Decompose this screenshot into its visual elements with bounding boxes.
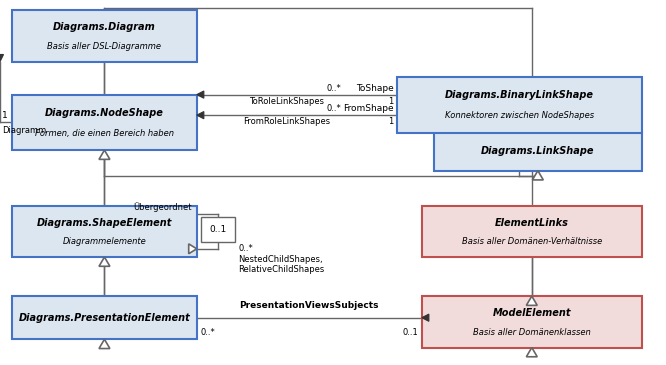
Text: 0..1: 0..1 bbox=[402, 328, 418, 337]
FancyBboxPatch shape bbox=[12, 205, 196, 257]
Text: Konnektoren zwischen NodeShapes: Konnektoren zwischen NodeShapes bbox=[445, 111, 594, 120]
Text: 0..*: 0..* bbox=[238, 244, 253, 253]
Text: PresentationViewsSubjects: PresentationViewsSubjects bbox=[240, 301, 379, 310]
FancyBboxPatch shape bbox=[422, 296, 642, 347]
Text: 0..*: 0..* bbox=[327, 84, 342, 93]
Polygon shape bbox=[188, 244, 196, 254]
Text: Übergeordnet: Übergeordnet bbox=[133, 202, 192, 212]
Text: NestedChildShapes,: NestedChildShapes, bbox=[238, 255, 323, 264]
Polygon shape bbox=[0, 54, 3, 62]
Polygon shape bbox=[526, 347, 537, 357]
Text: Basis aller Domänen-Verhältnisse: Basis aller Domänen-Verhältnisse bbox=[462, 237, 602, 246]
Polygon shape bbox=[99, 257, 110, 266]
Text: 0..*: 0..* bbox=[327, 104, 342, 113]
Text: ModelElement: ModelElement bbox=[493, 308, 571, 318]
Polygon shape bbox=[99, 150, 110, 160]
Text: 0..*: 0..* bbox=[201, 328, 216, 337]
Text: Diagrammelemente: Diagrammelemente bbox=[63, 237, 147, 246]
Text: Diagrams.PresentationElement: Diagrams.PresentationElement bbox=[19, 313, 190, 323]
Polygon shape bbox=[196, 91, 204, 98]
Text: Basis aller DSL-Diagramme: Basis aller DSL-Diagramme bbox=[47, 42, 161, 51]
FancyBboxPatch shape bbox=[12, 95, 196, 150]
Text: 0..1: 0..1 bbox=[209, 225, 226, 234]
FancyBboxPatch shape bbox=[396, 77, 642, 132]
Text: Diagrams.ShapeElement: Diagrams.ShapeElement bbox=[37, 218, 172, 228]
Text: FromShape: FromShape bbox=[343, 104, 394, 113]
Text: 1: 1 bbox=[388, 97, 394, 105]
Polygon shape bbox=[532, 171, 543, 180]
Text: Basis aller Domänenklassen: Basis aller Domänenklassen bbox=[473, 328, 591, 337]
Text: ToShape: ToShape bbox=[356, 84, 394, 93]
Text: Diagrams.NodeShape: Diagrams.NodeShape bbox=[45, 108, 164, 118]
Text: RelativeChildShapes: RelativeChildShapes bbox=[238, 265, 324, 274]
Text: Diagrams.LinkShape: Diagrams.LinkShape bbox=[481, 146, 595, 156]
Text: FromRoleLinkShapes: FromRoleLinkShapes bbox=[243, 117, 330, 126]
FancyBboxPatch shape bbox=[12, 10, 196, 62]
Polygon shape bbox=[99, 339, 110, 349]
Polygon shape bbox=[422, 314, 429, 321]
Text: Diagrams.Diagram: Diagrams.Diagram bbox=[53, 22, 156, 32]
FancyBboxPatch shape bbox=[422, 205, 642, 257]
FancyBboxPatch shape bbox=[12, 296, 196, 339]
Text: ElementLinks: ElementLinks bbox=[495, 218, 569, 228]
Text: 1: 1 bbox=[388, 117, 394, 126]
Text: Diagramm: Diagramm bbox=[2, 126, 46, 135]
Text: Diagrams.BinaryLinkShape: Diagrams.BinaryLinkShape bbox=[445, 91, 593, 100]
Polygon shape bbox=[526, 296, 537, 306]
FancyBboxPatch shape bbox=[434, 132, 642, 171]
FancyBboxPatch shape bbox=[201, 217, 235, 242]
Text: 1: 1 bbox=[2, 111, 8, 120]
Text: ToRoleLinkShapes: ToRoleLinkShapes bbox=[249, 97, 324, 105]
Polygon shape bbox=[196, 112, 204, 119]
Text: Formen, die einen Bereich haben: Formen, die einen Bereich haben bbox=[35, 129, 174, 138]
